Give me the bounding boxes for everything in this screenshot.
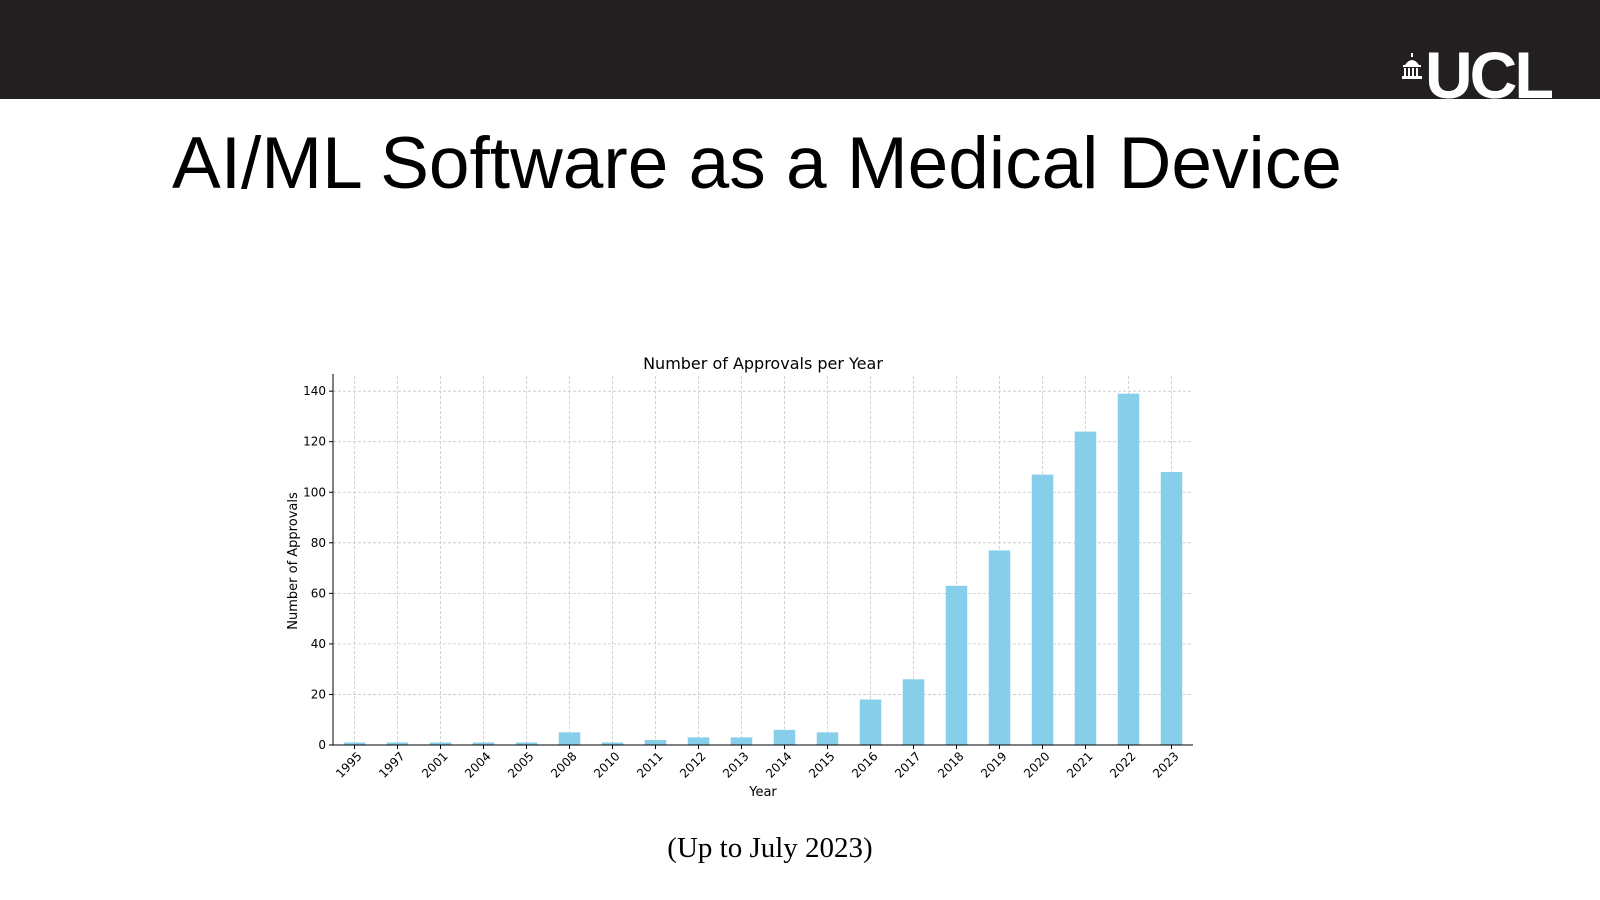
bar-2013 [730,737,753,745]
bar-2008 [558,732,581,745]
x-tick-label: 2010 [591,749,622,780]
y-tick-label: 100 [303,485,326,499]
bar-2005 [515,742,538,745]
x-tick-label: 2018 [935,749,966,780]
bar-2023 [1160,472,1183,745]
x-tick-label: 2008 [548,749,579,780]
bar-1995 [343,742,366,745]
y-tick-label: 80 [311,536,326,550]
bar-2016 [859,699,882,745]
x-tick-label: 2015 [806,749,837,780]
bar-2011 [644,739,667,745]
bar-2010 [601,742,624,745]
y-tick-label: 20 [311,687,326,701]
x-tick-label: 2022 [1107,749,1138,780]
bar-2018 [945,585,968,745]
bar-2014 [773,729,796,745]
x-tick-label: 1997 [376,749,407,780]
x-tick-label: 2013 [720,749,751,780]
x-tick-label: 2019 [978,749,1009,780]
x-tick-label: 1995 [333,749,364,780]
x-tick-label: 2023 [1150,749,1181,780]
bar-2015 [816,732,839,745]
y-tick-label: 60 [311,586,326,600]
x-tick-label: 2021 [1064,749,1095,780]
x-tick-label: 2011 [634,749,665,780]
bar-2019 [988,550,1011,745]
logo-text: UCL [1425,50,1552,100]
bar-chart: Number of Approvals per Year 0 20 40 60 80 10… [286,354,1193,800]
bar-2001 [429,742,452,745]
x-tick-label: 2012 [677,749,708,780]
bars [343,393,1183,745]
bar-2004 [472,742,495,745]
x-tick-label: 2017 [892,749,923,780]
x-tick-label: 2004 [462,749,493,780]
axes [329,374,1193,749]
grid-lines [333,376,1193,745]
caption: (Up to July 2023) [667,832,873,864]
y-axis-label: Number of Approvals [286,492,301,630]
x-tick-label: 2016 [849,749,880,780]
y-tick-label: 0 [318,738,326,752]
bar-2020 [1031,474,1054,745]
slide-title: AI/ML Software as a Medical Device [172,123,1342,204]
ucl-logo: UCL [1402,50,1552,100]
y-tick-label: 120 [303,435,326,449]
bar-2021 [1074,431,1097,745]
x-tick-label: 2014 [763,749,794,780]
x-axis-label: Year [748,785,777,800]
bar-2017 [902,679,925,745]
y-tick-label: 140 [303,384,326,398]
chart-title: Number of Approvals per Year [643,354,883,373]
bar-2012 [687,737,710,745]
x-tick-label: 2005 [505,749,536,780]
bar-2022 [1117,393,1140,745]
x-tick-label: 2020 [1021,749,1052,780]
bar-1997 [386,742,409,745]
portico-dome-icon [1402,53,1422,79]
x-tick-label: 2001 [419,749,450,780]
y-tick-label: 40 [311,637,326,651]
header-bar: UCL [0,0,1600,100]
